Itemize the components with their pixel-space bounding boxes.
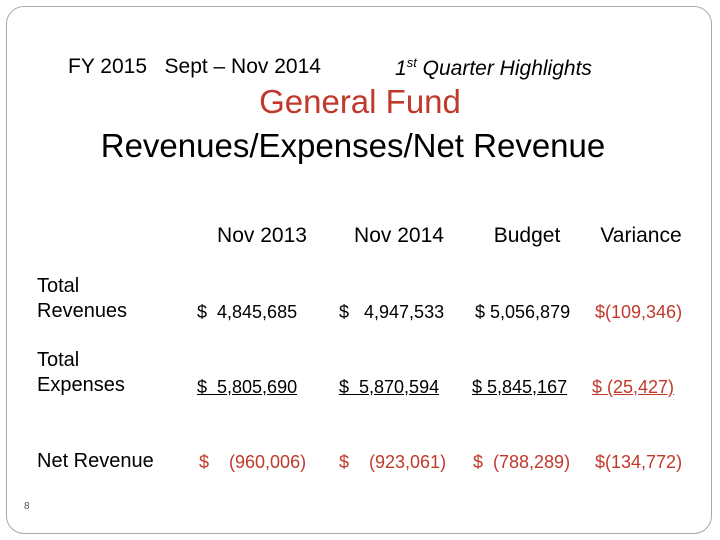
- cell: $ 5,870,594: [339, 377, 440, 397]
- column-header: Variance: [600, 224, 682, 247]
- row-label: Net Revenue: [37, 450, 154, 472]
- cell: $ 4,947,533: [339, 302, 445, 322]
- title-line1: General Fund: [259, 83, 461, 120]
- row-label: Total Expenses: [37, 349, 125, 396]
- cell: $ 5,845,167: [472, 377, 568, 397]
- cell: $ (960,006): [199, 452, 307, 472]
- period: FY 2015 Sept – Nov 2014: [68, 55, 321, 78]
- column-header: Nov 2014: [354, 224, 444, 247]
- frame: [6, 6, 712, 534]
- cell: $ 5,805,690: [197, 377, 298, 397]
- cell: $ (788,289): [473, 452, 571, 472]
- cell: $ 4,845,685: [197, 302, 298, 322]
- quarter: 1st Quarter Highlights: [395, 55, 592, 81]
- row-label: Total Revenues: [37, 275, 128, 322]
- cell: $(109,346): [595, 302, 683, 322]
- column-header: Budget: [493, 224, 561, 247]
- page-number: 8: [24, 501, 30, 512]
- quarter-number: 1: [395, 57, 407, 80]
- title-line2: Revenues/Expenses/Net Revenue: [100, 127, 606, 164]
- column-header: Nov 2013: [217, 224, 307, 247]
- cell: $ (25,427): [592, 377, 675, 397]
- cell: $(134,772): [595, 452, 683, 472]
- quarter-suffix: st: [406, 55, 417, 70]
- cell: $ 5,056,879: [475, 302, 571, 322]
- cell: $ (923,061): [339, 452, 447, 472]
- quarter-text: Quarter Highlights: [422, 57, 592, 80]
